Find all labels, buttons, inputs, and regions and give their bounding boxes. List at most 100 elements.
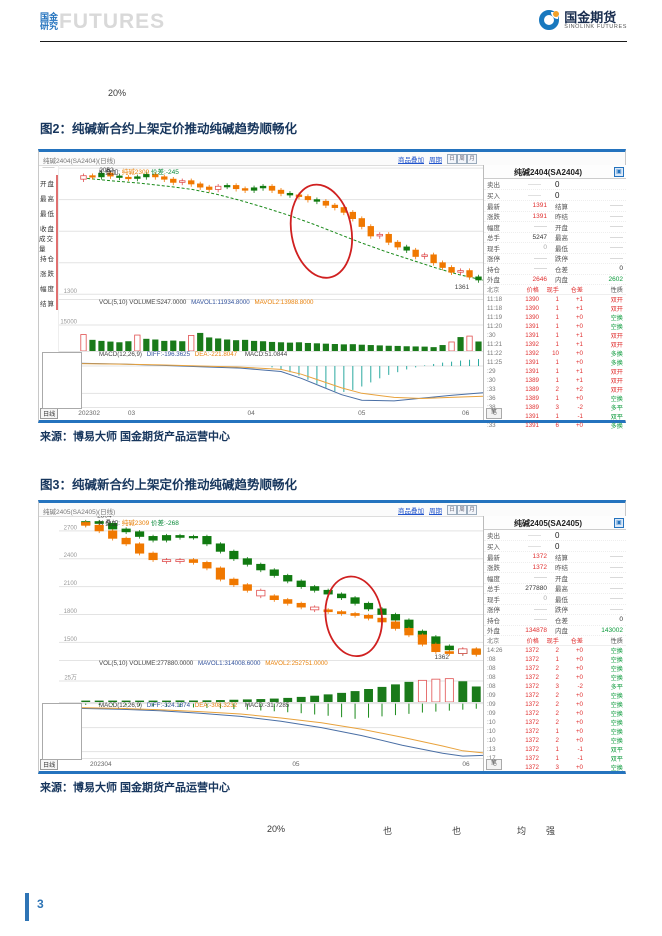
toolbar-link-period[interactable]: 周期	[429, 157, 442, 164]
kline-legend: K 叠加:	[99, 169, 120, 176]
sidebar-legend-dash: ——	[42, 165, 55, 171]
x-axis: 日线 202302 03 04 05 06	[39, 407, 483, 420]
sidebar-item-成交量[interactable]: 成交量	[39, 235, 58, 253]
volume-canvas: 15000	[59, 320, 483, 351]
tick-row: 11:2713911-1双平	[487, 413, 623, 421]
chart-titlebar: 纯碱2405(SA2405)(日线) 商品叠加 周期 日周月	[39, 503, 625, 517]
sidebar-item-收盘[interactable]: 收盘	[39, 220, 58, 235]
tick-row: :13 1372 1 -1 双平	[487, 746, 623, 754]
quote-row: 持仓 —— 仓差 0	[484, 615, 626, 626]
tick-row: :10 1372 2 +0 空换	[487, 737, 623, 745]
svg-text:2400: 2400	[64, 553, 78, 559]
dea-value: DEA:-308.3232	[194, 702, 238, 709]
tick-row: :08 1372 1 +0 空换	[487, 656, 623, 664]
panel-corner-icon[interactable]: ▣	[614, 518, 624, 528]
tick-row: 11:21 1392 1 +1 双开	[487, 341, 623, 349]
svg-text:2700: 2700	[64, 525, 78, 531]
sidebar-item-结算[interactable]: 结算	[39, 295, 58, 310]
panel-corner-icon[interactable]: ▣	[614, 167, 624, 177]
x-axis-label: 06	[462, 410, 470, 417]
indicator-sidebar: —— 开盘 最高 最低 收盘 成交量 持仓 涨跌 幅度 结算	[39, 165, 59, 407]
sidebar-item-最高[interactable]: 最高	[39, 190, 58, 205]
footer-accent-bar	[25, 893, 29, 921]
kline-legend: K 叠加:	[99, 520, 120, 527]
logo-word: FUTURES	[59, 10, 166, 33]
period-button-月[interactable]: 月	[467, 154, 477, 164]
period-buttons: 日周月	[447, 505, 477, 515]
boyi-master-chart-sa2404: 纯碱2404(SA2404)(日线) 商品叠加 周期 日周月 —— 开盘 最高 最低…	[38, 149, 626, 430]
company-name: 国金期货	[564, 9, 617, 25]
tick-row: :29 1391 1 +1 双开	[487, 368, 623, 376]
sinolink-logo-icon	[539, 10, 560, 30]
price-marker: 2804	[97, 516, 112, 519]
svg-text:1300: 1300	[64, 289, 78, 295]
indicator-selector-box	[42, 352, 82, 409]
tick-row: :09 1372 2 +0 空换	[487, 701, 623, 709]
quote-row: 卖出 —— 0	[484, 530, 626, 541]
dea-line	[78, 363, 483, 400]
tick-row: :09 1372 2 +0 空换	[487, 710, 623, 718]
price-marker: 2052	[99, 167, 114, 174]
mavol1-value: MAVOL1:314008.6000	[197, 660, 261, 667]
quote-row: 幅度 —— 开盘 ——	[484, 222, 626, 233]
stray-text-fragment: 也	[383, 826, 393, 836]
period-label[interactable]: 日线	[40, 759, 59, 770]
sinolink-futures-logo: 国金期货 SINOLINK FUTURES	[539, 10, 627, 30]
volume-pane[interactable]: VOL(5,10) VOLUME:277880.0000 MAVOL1:3140…	[59, 660, 483, 703]
price-marker: 1361	[455, 284, 470, 291]
header-rule	[40, 41, 627, 43]
tick-tab[interactable]: 笔	[486, 408, 502, 419]
quote-row: 外盘 134878 内盘 143002	[484, 626, 626, 636]
toolbar-link-overlay[interactable]: 商品叠加	[398, 508, 424, 515]
period-button-周[interactable]: 周	[457, 154, 467, 164]
sidebar-item-最低[interactable]: 最低	[39, 205, 58, 220]
quote-panel: 纯碱2405(SA2405) ▣ 卖出 —— 0 买入 —— 0 最新 1372 结算 —— 涨跌 137…	[483, 516, 626, 772]
svg-text:25万: 25万	[64, 675, 77, 682]
toolbar-link-period[interactable]: 周期	[429, 508, 442, 515]
annotation-ellipse	[324, 575, 383, 658]
tick-row: :36 1389 1 +0 空换	[487, 395, 623, 403]
x-axis-label: 202304	[89, 761, 112, 768]
period-button-日[interactable]: 日	[447, 154, 457, 164]
logo-cn-line1: 国金	[40, 12, 59, 22]
period-button-日[interactable]: 日	[447, 505, 457, 515]
volume-pane[interactable]: VOL(5,10) VOLUME:5247.0000 MAVOL1:11934.…	[59, 299, 483, 352]
overlay-contract-label: 纯碱2309	[121, 520, 150, 527]
kline-pane[interactable]: K 叠加: 纯碱2309 价差:-268 2700 2400 2100 1800 150…	[59, 516, 483, 661]
macd-header: MACD(12,26,9)	[99, 351, 142, 358]
boyi-master-chart-sa2405: 纯碱2405(SA2405)(日线) 商品叠加 周期 日周月 K 叠加: 纯碱2…	[38, 500, 626, 774]
sidebar-item-涨跌[interactable]: 涨跌	[39, 265, 58, 280]
macd-pane[interactable]: MACD(12,26,9) DIFF:-196.3625 DEA:-221.80…	[59, 351, 483, 408]
tick-row: :08 1372 2 +0 空换	[487, 665, 623, 673]
tick-row: :1913723+0空换	[487, 764, 623, 772]
sidebar-item-持仓[interactable]: 持仓	[39, 250, 58, 265]
mavol2-value: MAVOL2:252751.0000	[265, 660, 328, 667]
macd-pane[interactable]: MACD(12,26,9) DIFF:-324.1874 DEA:-308.32…	[59, 702, 483, 759]
mavol2-value: MAVOL2:13988.8000	[254, 299, 314, 306]
sidebar-item-开盘[interactable]: 开盘	[39, 175, 58, 190]
chart-toolbar: 商品叠加 周期 日周月	[398, 154, 477, 164]
period-button-周[interactable]: 周	[457, 505, 467, 515]
kline-pane[interactable]: K 叠加: 纯碱2309 价差:-245 1300 2052 1361	[59, 165, 483, 300]
macd-canvas: -150-300	[59, 703, 483, 757]
sidebar-item-幅度[interactable]: 幅度	[39, 280, 58, 295]
vol-header: VOL(5,10) VOLUME:5247.0000	[99, 299, 187, 306]
tick-tab[interactable]: 笔	[486, 759, 502, 770]
figure2-source: 来源：博易大师 国金期货产品运营中心	[40, 431, 231, 443]
chart-window-title: 纯碱2404(SA2404)(日线)	[43, 158, 116, 165]
quote-row: 最新 1391 结算 ——	[484, 201, 626, 212]
period-label[interactable]: 日线	[40, 408, 59, 419]
tick-row: :10 1372 1 +0 空换	[487, 728, 623, 736]
tick-row: :09 1372 2 +0 空换	[487, 692, 623, 700]
toolbar-link-overlay[interactable]: 商品叠加	[398, 157, 424, 164]
mavol1-value: MAVOL1:11934.8000	[191, 299, 250, 306]
quote-panel-header: 纯碱2405(SA2405) ▣	[484, 516, 626, 530]
macd-header: MACD(12,26,9)	[99, 702, 142, 709]
figure3-title: 图3：纯碱新合约上架定价推动纯碱趋势顺畅化	[40, 478, 297, 492]
tick-row: :08 1372 2 +0 空换	[487, 674, 623, 682]
period-button-月[interactable]: 月	[467, 505, 477, 515]
indicator-selector-box	[42, 703, 82, 760]
figure3-source: 来源：博易大师 国金期货产品运营中心	[40, 782, 231, 794]
stray-text-fragment: 也	[452, 826, 462, 836]
quote-row: 现手 0 最低 ——	[484, 243, 626, 254]
